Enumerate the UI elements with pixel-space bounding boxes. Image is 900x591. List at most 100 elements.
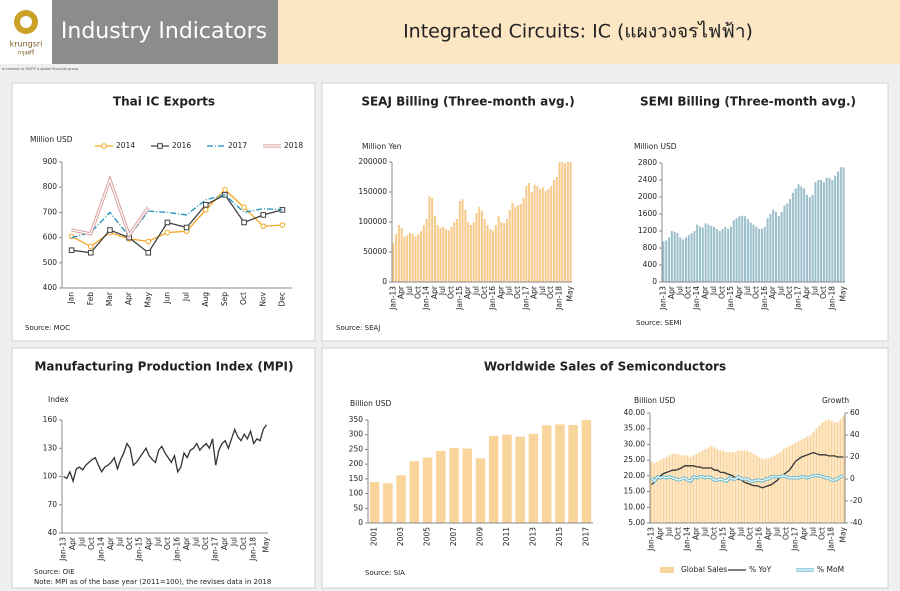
bar [718, 231, 721, 282]
bar [825, 177, 828, 282]
bar [805, 194, 809, 282]
legend-label: Global Sales [681, 565, 727, 574]
bar [564, 163, 567, 282]
bar [741, 215, 744, 282]
bar [665, 457, 668, 523]
x-tick-label: Apr [768, 285, 777, 299]
bar [442, 226, 445, 282]
y-tick-label: 200000 [358, 157, 387, 166]
x-tick-label: Jun [162, 292, 171, 305]
bar [755, 455, 758, 523]
bar [397, 225, 400, 282]
marker [260, 212, 267, 218]
x-tick-label: Apr [463, 285, 472, 299]
x-tick-label: Sep [220, 292, 229, 306]
x-tick-label: Jul [777, 286, 786, 296]
bar [687, 235, 690, 282]
bar [662, 458, 665, 523]
bar [732, 220, 735, 282]
legend-label: 2018 [284, 141, 303, 150]
bar [515, 436, 525, 523]
legend-label: % MoM [817, 565, 844, 574]
marker [145, 249, 152, 256]
bar [530, 192, 533, 282]
bar [670, 231, 673, 282]
bar [731, 452, 734, 523]
y2-tick-label: -20 [850, 496, 862, 505]
x-tick-label: Jan-13 [647, 527, 656, 552]
bar [770, 457, 773, 523]
chart-title: Worldwide Sales of Semiconductors [484, 360, 726, 374]
bar [519, 204, 522, 282]
x-tick-label: Jul [230, 537, 239, 547]
bar [777, 216, 780, 282]
bar [752, 224, 755, 282]
x-tick-label: Apr [667, 285, 676, 299]
y-tick-label: 30.00 [624, 439, 646, 448]
marker [183, 224, 190, 231]
y-axis-label: Million USD [30, 135, 73, 144]
bar [827, 419, 830, 523]
x-tick-label: Jul [665, 527, 674, 537]
bar [536, 186, 539, 282]
x-tick-label: Jul [743, 286, 752, 296]
bar [701, 450, 704, 523]
bar [528, 183, 531, 282]
bar [422, 457, 433, 523]
bar [425, 219, 428, 282]
bar [779, 452, 782, 523]
bar [725, 452, 728, 523]
bar [392, 243, 395, 282]
y-tick-label: 350 [349, 415, 364, 424]
bar [497, 216, 500, 282]
bar [760, 228, 763, 282]
x-tick-label: Oct [710, 527, 719, 540]
line-series [63, 424, 267, 484]
x-tick-label: Apr [430, 285, 439, 299]
x-tick-label: Oct [413, 286, 422, 299]
bar [698, 452, 701, 523]
bar [839, 167, 842, 282]
x-tick-label: Apr [800, 526, 809, 540]
logo-thai: กรุงศรี [18, 49, 36, 57]
x-tick-label: Jan-16 [755, 527, 764, 552]
bar [721, 228, 724, 282]
x-tick-label: May [566, 285, 575, 301]
bar [707, 224, 710, 282]
bar [791, 444, 794, 523]
x-tick-label: Jan-13 [59, 537, 68, 562]
x-tick-label: Jul [773, 527, 782, 537]
x-tick-label: Jul [438, 286, 447, 296]
bar [719, 450, 722, 523]
bar [467, 222, 470, 282]
y-tick-label: 400 [43, 283, 58, 292]
bar [769, 214, 772, 282]
x-tick-label: 2015 [555, 527, 564, 546]
bar [758, 457, 761, 523]
bar [704, 449, 707, 523]
bar [710, 446, 713, 523]
x-tick-label: Jan-17 [211, 537, 220, 562]
bar [780, 211, 783, 282]
x-tick-label: Jan-14 [692, 286, 701, 311]
bar [737, 450, 740, 523]
y-tick-label: 0 [358, 518, 363, 527]
y-tick-label: 800 [43, 182, 58, 191]
bar [713, 447, 716, 523]
bar [668, 455, 671, 523]
y2-tick-label: 60 [850, 408, 860, 417]
x-tick-label: Jan-16 [760, 286, 769, 311]
bar [553, 180, 555, 282]
line-series [651, 451, 844, 489]
y-tick-label: 1600 [638, 209, 657, 218]
marker [241, 219, 247, 226]
x-tick-label: Oct [751, 286, 760, 299]
y-tick-label: 40.00 [624, 408, 646, 417]
legend-marker [157, 143, 163, 149]
x-tick-label: Jul [182, 292, 191, 302]
bar [414, 236, 417, 282]
x-tick-label: 2003 [396, 527, 405, 546]
x-tick-label: Oct [546, 286, 555, 299]
bar [752, 453, 755, 523]
bar [692, 455, 695, 523]
